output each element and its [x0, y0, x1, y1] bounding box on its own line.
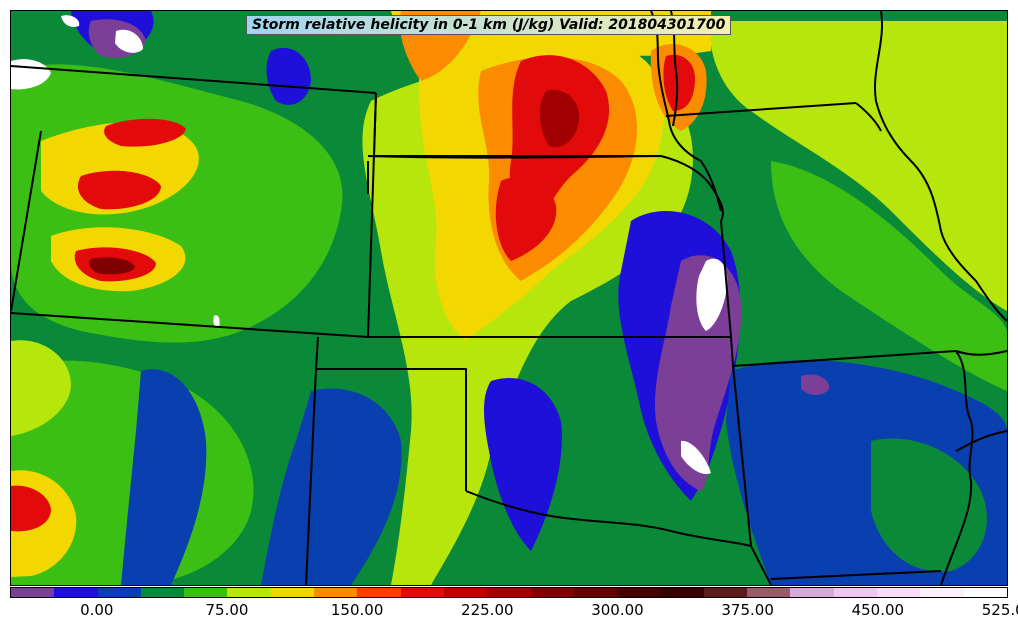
boundary-ok-panhandle	[315, 336, 467, 491]
field-region-blue-lower-central	[484, 377, 562, 551]
field-region-blue-south	[261, 388, 402, 585]
colorbar-tick-label: 225.00	[461, 601, 514, 619]
field-region-yellowgreen-ne	[710, 21, 1007, 311]
colorbar-segment-19	[833, 588, 877, 597]
field-region-white-core	[696, 258, 728, 331]
boundary-mo-south	[732, 350, 957, 367]
field-region-red-sw	[11, 485, 51, 532]
field-region-purple-se	[801, 374, 830, 395]
field-region-green-ne	[771, 161, 1007, 391]
colorbar-tick-label: 375.00	[721, 601, 774, 619]
colorbar-segment-18	[790, 588, 834, 597]
field-region-darkred-core	[539, 90, 580, 148]
colorbar-segment-12	[530, 588, 574, 597]
colorbar-segment-4	[184, 588, 228, 597]
colorbar-tick-label: 150.00	[330, 601, 384, 619]
field-region-red-ne	[663, 54, 696, 111]
field-region-white-nw3	[61, 15, 80, 27]
boundary-mo-ia	[665, 102, 857, 117]
boundary-nm-tx	[305, 368, 317, 585]
colorbar-tick-label: 525.00	[981, 601, 1018, 619]
colorbar-segment-21	[920, 588, 964, 597]
boundary-co-ks-west	[367, 92, 377, 338]
colorbar-tick-label: 0.00	[80, 601, 114, 619]
colorbar-segment-13	[573, 588, 618, 597]
boundary-west-ut-co	[11, 130, 42, 312]
colorbar-segment-7	[314, 588, 358, 597]
helicity-map	[11, 11, 1007, 585]
colorbar-segment-22	[963, 588, 1007, 597]
field-region-red-west1	[77, 170, 161, 210]
boundary-missouri-river	[650, 11, 722, 212]
field-region-purple-core	[654, 255, 742, 491]
colorbar-segment-9	[400, 588, 444, 597]
colorbar-segment-11	[487, 588, 531, 597]
colorbar-segment-6	[270, 588, 315, 597]
field-region-darkred-west2	[89, 257, 135, 275]
colorbar-segment-8	[357, 588, 401, 597]
boundary-ar-east	[940, 350, 974, 585]
boundary-ks-east	[720, 220, 732, 338]
colorbar-segment-10	[443, 588, 488, 597]
field-region-white-lower	[681, 440, 711, 475]
field-region-blue-north	[266, 47, 311, 105]
colorbar-segment-16	[703, 588, 748, 597]
boundary-mississippi-river	[874, 11, 1007, 322]
field-region-white-nw2	[115, 29, 143, 53]
field-region-white-west	[213, 315, 220, 328]
map-panel: Storm relative helicity in 0-1 km (J/kg)…	[10, 10, 1008, 586]
boundary-tn-ms	[955, 350, 1007, 356]
field-region-blue-west	[121, 369, 207, 585]
colorbar-segment-17	[747, 588, 791, 597]
boundary-la-north	[770, 570, 942, 580]
colorbar-segment-1	[54, 588, 98, 597]
colorbar-segment-15	[660, 588, 704, 597]
map-title: Storm relative helicity in 0-1 km (J/kg)…	[246, 15, 732, 35]
field-region-red-west3	[104, 118, 186, 147]
field-region-red-lower	[495, 177, 557, 261]
colorbar-segment-2	[97, 588, 141, 597]
state-boundaries	[11, 11, 1007, 585]
field-region-yellowgreen-w	[11, 340, 71, 436]
boundary-ok-south	[465, 490, 752, 547]
colorbar-segment-3	[140, 588, 185, 597]
boundary-ia-il	[855, 102, 882, 132]
boundary-ms-river-south	[955, 430, 1007, 452]
boundary-wy-north	[11, 65, 377, 94]
colorbar-segment-0	[11, 588, 55, 597]
colorbar-segment-5	[227, 588, 271, 597]
colorbar	[10, 587, 1008, 598]
colorbar-tick-label: 75.00	[205, 601, 249, 619]
colorbar-segment-14	[617, 588, 661, 597]
colorbar-segment-20	[876, 588, 921, 597]
colorbar-tick-labels: 0.00 75.00 150.00 225.00 300.00 375.00 450.00 5…	[10, 601, 1018, 625]
colorbar-tick-label: 450.00	[851, 601, 905, 619]
boundary-co-south	[11, 312, 369, 338]
colorbar-tick-label: 300.00	[591, 601, 644, 619]
boundary-ar-south	[750, 545, 772, 585]
